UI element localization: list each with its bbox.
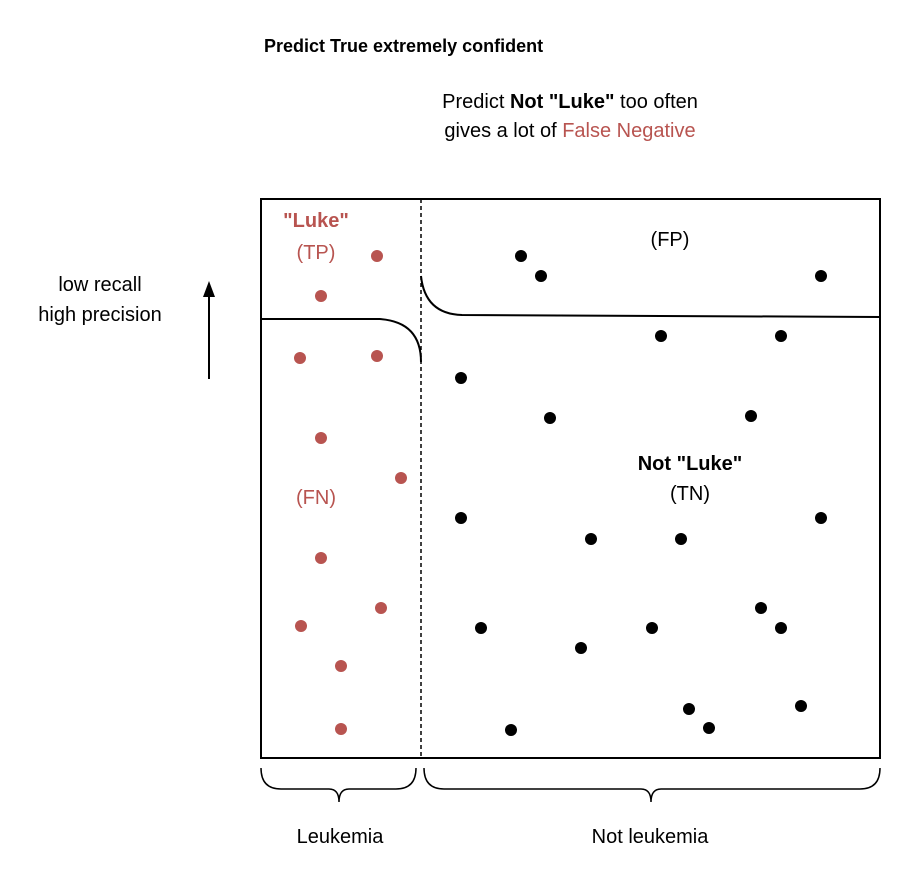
negative-point — [683, 703, 695, 715]
negative-point — [775, 330, 787, 342]
frame-box — [260, 198, 881, 759]
negative-point — [655, 330, 667, 342]
positive-point — [335, 660, 347, 672]
side-label-line-2: high precision — [38, 304, 162, 326]
negative-point — [815, 270, 827, 282]
negative-point — [544, 412, 556, 424]
right-decision-boundary — [420, 275, 881, 318]
negative-point — [585, 533, 597, 545]
left-decision-boundary — [261, 318, 422, 363]
negative-point — [515, 250, 527, 262]
negative-point — [475, 622, 487, 634]
fn-code-label: (FN) — [296, 487, 336, 509]
annotation-bold: Not "Luke" — [509, 91, 615, 113]
negative-point — [675, 533, 687, 545]
positive-point — [315, 432, 327, 444]
tp-code-label: (TP) — [296, 242, 336, 264]
tn-code-label: (TN) — [670, 483, 710, 505]
positive-points — [294, 250, 407, 735]
positive-point — [371, 350, 383, 362]
positive-point — [294, 352, 306, 364]
annotation-suffix: too often — [614, 91, 698, 113]
positive-point — [375, 602, 387, 614]
negative-point — [455, 512, 467, 524]
positive-point — [335, 723, 347, 735]
negative-point — [646, 622, 658, 634]
side-label-line-1: low recall — [58, 274, 142, 296]
negative-point — [775, 622, 787, 634]
negative-point — [755, 602, 767, 614]
negative-point — [455, 372, 467, 384]
negative-point — [795, 700, 807, 712]
negative-point — [505, 724, 517, 736]
negative-point — [703, 722, 715, 734]
positive-point — [371, 250, 383, 262]
negative-point — [575, 642, 587, 654]
positive-point — [395, 472, 407, 484]
annotation-note: Predict Not "Luke" too often gives a lot… — [360, 88, 780, 146]
negative-point — [535, 270, 547, 282]
fp-code-label: (FP) — [650, 229, 690, 251]
positive-point — [315, 290, 327, 302]
annotation-line-1: Predict Not "Luke" too often — [360, 88, 780, 117]
positive-point — [295, 620, 307, 632]
not-leukemia-group-label: Not leukemia — [591, 826, 709, 848]
tp-name-label: "Luke" — [283, 210, 349, 232]
negative-points — [455, 250, 827, 736]
annotation-prefix-2: gives a lot of — [444, 120, 563, 142]
negative-point — [815, 512, 827, 524]
false-negative-highlight: False Negative — [562, 120, 696, 142]
positive-point — [315, 552, 327, 564]
annotation-line-2: gives a lot of False Negative — [360, 117, 780, 146]
negative-point — [745, 410, 757, 422]
diagram-title: Predict True extremely confident — [264, 36, 544, 56]
leukemia-group-label: Leukemia — [296, 826, 384, 848]
side-label: low recall high precision — [0, 270, 200, 330]
leukemia-brace — [260, 767, 417, 803]
annotation-prefix: Predict — [442, 91, 510, 113]
not-leukemia-brace — [423, 767, 881, 803]
tn-name-label: Not "Luke" — [637, 453, 743, 475]
up-arrow-icon — [203, 281, 215, 379]
